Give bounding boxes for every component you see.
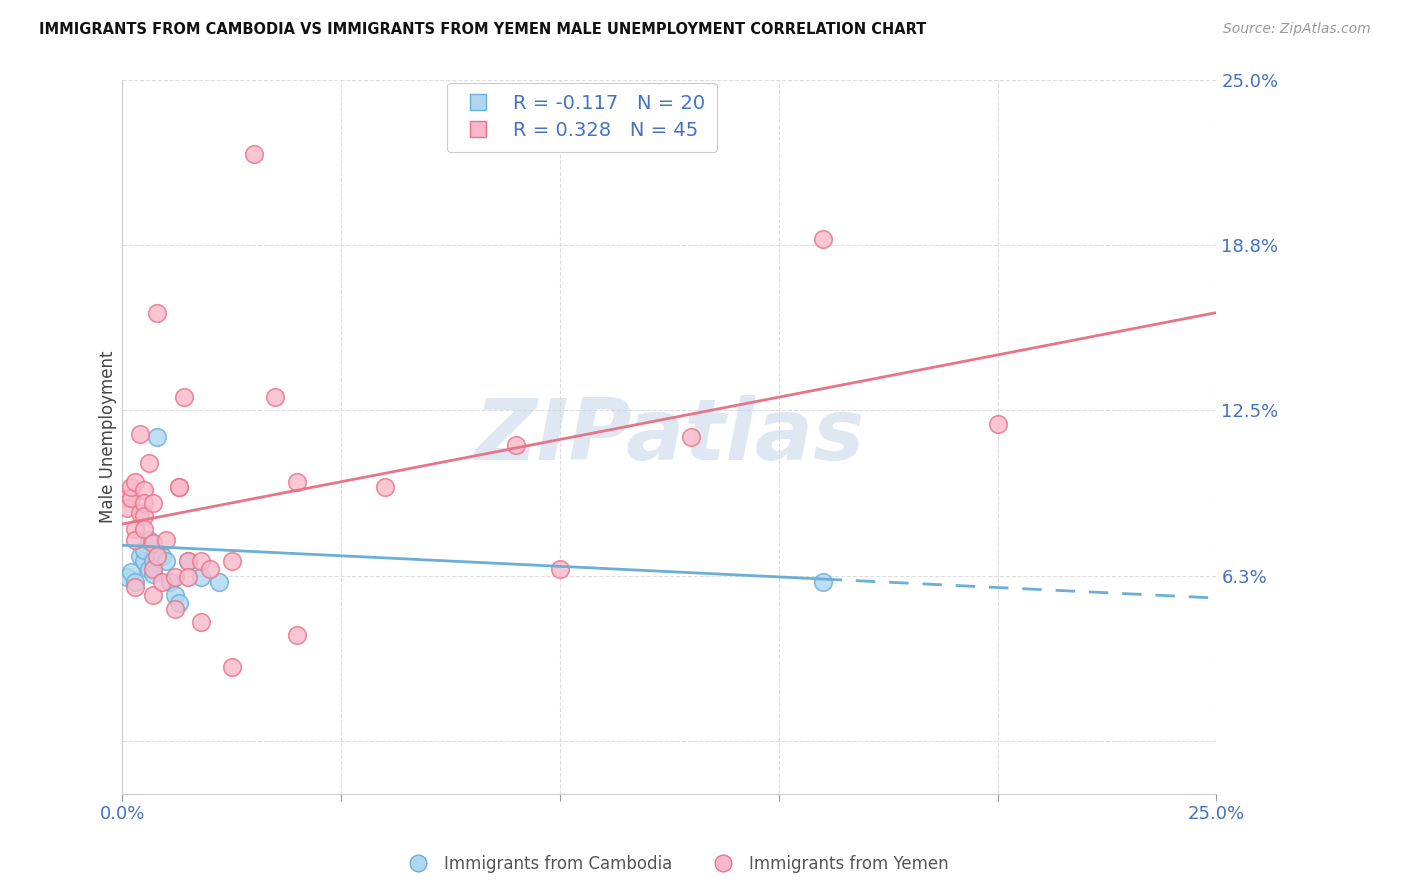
- Point: [138, 456, 160, 470]
- Point: [134, 543, 156, 558]
- Point: [115, 491, 138, 505]
- Point: [173, 390, 195, 404]
- Point: [155, 554, 177, 568]
- Point: [138, 562, 160, 576]
- Point: [146, 305, 169, 319]
- Text: Source: ZipAtlas.com: Source: ZipAtlas.com: [1223, 22, 1371, 37]
- Point: [242, 147, 264, 161]
- Point: [142, 589, 165, 603]
- Point: [207, 575, 229, 590]
- Point: [167, 480, 190, 494]
- Point: [221, 660, 243, 674]
- Point: [681, 430, 703, 444]
- Point: [134, 509, 156, 524]
- Point: [221, 554, 243, 568]
- Point: [124, 522, 146, 536]
- Point: [163, 570, 186, 584]
- Point: [134, 496, 156, 510]
- Point: [811, 231, 834, 245]
- Point: [124, 575, 146, 590]
- Point: [124, 475, 146, 489]
- Point: [142, 496, 165, 510]
- Point: [159, 575, 181, 590]
- Point: [124, 581, 146, 595]
- Point: [146, 430, 169, 444]
- Point: [264, 390, 287, 404]
- Point: [374, 480, 396, 494]
- Legend: Immigrants from Cambodia, Immigrants from Yemen: Immigrants from Cambodia, Immigrants fro…: [394, 848, 956, 880]
- Point: [198, 562, 221, 576]
- Y-axis label: Male Unemployment: Male Unemployment: [100, 351, 117, 523]
- Point: [163, 589, 186, 603]
- Point: [134, 554, 156, 568]
- Point: [987, 417, 1010, 431]
- Text: IMMIGRANTS FROM CAMBODIA VS IMMIGRANTS FROM YEMEN MALE UNEMPLOYMENT CORRELATION : IMMIGRANTS FROM CAMBODIA VS IMMIGRANTS F…: [39, 22, 927, 37]
- Point: [142, 562, 165, 576]
- Point: [142, 554, 165, 568]
- Point: [115, 501, 138, 516]
- Point: [167, 480, 190, 494]
- Legend: R = -0.117   N = 20, R = 0.328   N = 45: R = -0.117 N = 20, R = 0.328 N = 45: [447, 83, 717, 152]
- Point: [124, 533, 146, 547]
- Point: [142, 567, 165, 582]
- Point: [548, 562, 571, 576]
- Point: [150, 575, 173, 590]
- Text: ZIPatlas: ZIPatlas: [474, 395, 865, 478]
- Point: [128, 507, 150, 521]
- Point: [150, 549, 173, 563]
- Point: [120, 480, 142, 494]
- Point: [167, 596, 190, 610]
- Point: [285, 475, 308, 489]
- Point: [134, 483, 156, 497]
- Point: [128, 427, 150, 442]
- Point: [120, 565, 142, 579]
- Point: [505, 438, 527, 452]
- Point: [120, 491, 142, 505]
- Point: [134, 522, 156, 536]
- Point: [190, 615, 212, 629]
- Point: [142, 535, 165, 549]
- Point: [285, 628, 308, 642]
- Point: [177, 554, 200, 568]
- Point: [155, 533, 177, 547]
- Point: [128, 549, 150, 563]
- Point: [177, 570, 200, 584]
- Point: [811, 575, 834, 590]
- Point: [163, 601, 186, 615]
- Point: [177, 554, 200, 568]
- Point: [190, 554, 212, 568]
- Point: [146, 549, 169, 563]
- Point: [138, 533, 160, 547]
- Point: [190, 570, 212, 584]
- Point: [115, 570, 138, 584]
